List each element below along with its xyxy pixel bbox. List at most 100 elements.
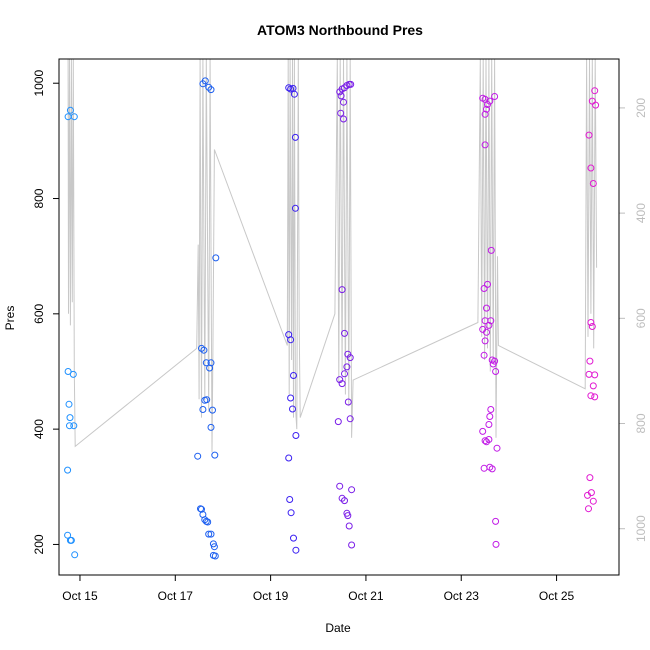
data-point [67, 536, 75, 544]
data-point [481, 110, 489, 118]
x-tick-label: Oct 19 [253, 589, 289, 603]
data-point [589, 382, 597, 390]
data-point [483, 438, 490, 446]
data-point [207, 359, 215, 367]
data-point [483, 328, 490, 336]
data-point [212, 254, 220, 262]
data-point [340, 115, 347, 123]
data-point [591, 87, 599, 95]
x-tick-label: Oct 15 [62, 589, 98, 603]
data-point [487, 317, 495, 325]
data-point [290, 90, 298, 98]
plot-box [58, 58, 620, 576]
data-point [338, 286, 346, 294]
data-point [484, 280, 491, 288]
points-layer [64, 77, 600, 560]
data-point [64, 466, 72, 474]
y-right-tick-label: 1000 [634, 515, 648, 542]
data-point [66, 422, 73, 430]
data-point [492, 540, 500, 548]
data-point [586, 474, 594, 482]
data-point [287, 394, 295, 402]
y-tick-label: 400 [32, 419, 46, 439]
data-point [588, 323, 596, 330]
data-point [337, 92, 345, 100]
data-point [205, 530, 213, 538]
data-point [492, 517, 500, 525]
data-point [585, 131, 593, 139]
data-point [481, 337, 489, 345]
data-point [205, 83, 213, 91]
data-point [483, 105, 490, 113]
data-point [198, 505, 205, 513]
pressure-trace-line [67, 58, 598, 453]
data-point [485, 436, 493, 443]
data-point [66, 106, 74, 114]
data-point [65, 400, 73, 408]
data-point [290, 534, 297, 542]
data-point [341, 497, 348, 505]
data-point [289, 405, 296, 413]
data-point [64, 368, 72, 375]
data-point [345, 522, 353, 530]
data-point [479, 427, 487, 435]
data-point [70, 422, 78, 430]
data-point [487, 246, 495, 254]
y-tick-label: 200 [32, 534, 46, 554]
data-point [485, 321, 493, 329]
data-point [586, 357, 594, 365]
data-point [211, 451, 219, 459]
y-tick-label: 800 [32, 188, 46, 208]
data-point [348, 541, 356, 549]
data-point [341, 370, 348, 378]
data-point [287, 336, 295, 344]
data-point [194, 452, 202, 460]
y-right-tick-label: 800 [634, 413, 648, 433]
data-point [493, 444, 501, 452]
data-point [70, 113, 78, 121]
data-point [481, 437, 489, 445]
data-point [66, 414, 74, 422]
data-point [338, 380, 346, 388]
data-point [344, 398, 352, 406]
data-point [291, 133, 299, 141]
data-point [285, 454, 293, 462]
data-point [492, 368, 500, 375]
y-tick-label: 600 [32, 303, 46, 323]
data-point [480, 351, 488, 359]
y-tick-label: 1000 [32, 70, 46, 97]
trace-layer [67, 58, 598, 453]
data-point [344, 512, 352, 520]
data-point [292, 432, 300, 439]
data-point [591, 371, 599, 379]
x-tick-label: Oct 21 [348, 589, 384, 603]
data-point [291, 204, 299, 212]
chart-title: ATOM3 Northbound Pres [257, 22, 423, 38]
data-point [587, 319, 595, 326]
data-point [489, 360, 497, 368]
data-point [199, 406, 207, 413]
data-point [587, 489, 595, 497]
data-point [207, 530, 215, 538]
data-point [337, 109, 345, 117]
data-point [203, 396, 211, 404]
data-point [201, 77, 209, 85]
data-point [486, 97, 494, 105]
data-point [340, 98, 347, 106]
y-axis-label: Pres [3, 306, 17, 331]
data-point [348, 486, 356, 494]
data-point [286, 496, 294, 503]
x-tick-label: Oct 23 [444, 589, 480, 603]
data-point [206, 364, 214, 372]
data-point [480, 285, 488, 292]
data-point [210, 543, 218, 551]
data-point [591, 393, 599, 401]
data-point [69, 370, 77, 378]
data-point [589, 497, 597, 505]
data-point [64, 531, 72, 539]
data-point [491, 93, 499, 100]
data-point [285, 84, 293, 92]
data-point [207, 423, 215, 431]
